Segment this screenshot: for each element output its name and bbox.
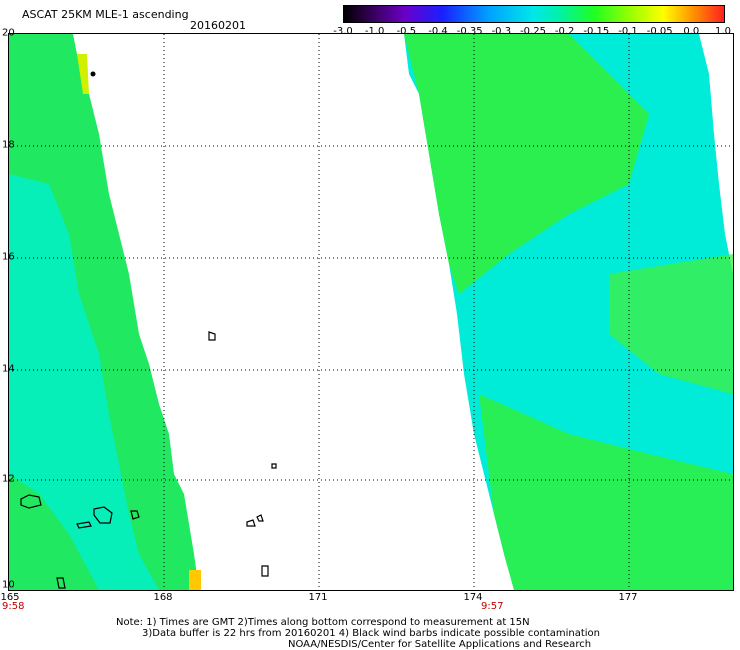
colorbar-tick: -0.4 bbox=[428, 26, 448, 37]
left-swath-yellow-edge bbox=[77, 54, 89, 94]
island-dot bbox=[90, 71, 96, 77]
colorbar-tick: -0.15 bbox=[583, 26, 610, 37]
colorbar-tick: 0.0 bbox=[683, 26, 700, 37]
colorbar-tick: 1.0 bbox=[715, 26, 731, 37]
island-outlines bbox=[20, 331, 277, 589]
note-line-1: Note: 1) Times are GMT 2)Times along bot… bbox=[116, 617, 530, 628]
colorbar-tick: -0.2 bbox=[554, 26, 575, 37]
colorbar-tick: -0.25 bbox=[520, 26, 546, 37]
left-swath-yellow-edge-2 bbox=[189, 570, 201, 590]
note-line-2: 3)Data buffer is 22 hrs from 20160201 4)… bbox=[142, 628, 600, 639]
note-line-3: NOAA/NESDIS/Center for Satellite Applica… bbox=[288, 639, 592, 650]
left-swath-cyan bbox=[9, 174, 159, 590]
time-left: 9:58 bbox=[2, 601, 25, 612]
right-swath-green-3 bbox=[609, 254, 733, 394]
x-tick-177: 177 bbox=[618, 592, 638, 603]
colorbar-tick: -1.0 bbox=[364, 26, 385, 37]
y-tick-14: 14 bbox=[2, 363, 15, 375]
colorbar-tick: -3.0 bbox=[333, 26, 353, 37]
grid bbox=[9, 34, 733, 590]
colorbar-tick: -0.1 bbox=[618, 26, 638, 37]
y-tick-18: 18 bbox=[2, 139, 15, 151]
x-tick-171: 171 bbox=[308, 592, 328, 603]
colorbar-tick: -0.35 bbox=[456, 26, 483, 37]
colorbar-tick: -0.3 bbox=[491, 26, 512, 37]
x-tick-165: 165 bbox=[0, 592, 20, 603]
map-panel bbox=[8, 33, 734, 591]
x-tick-168: 168 bbox=[153, 592, 173, 603]
right-swath-green bbox=[404, 34, 649, 294]
y-tick-10: 10 bbox=[2, 579, 15, 591]
y-tick-20: 20 bbox=[2, 27, 15, 39]
map-svg bbox=[9, 34, 733, 590]
x-tick-174: 174 bbox=[463, 592, 483, 603]
time-right: 9:57 bbox=[481, 601, 504, 612]
product-title: ASCAT 25KM MLE-1 ascending bbox=[22, 8, 189, 21]
colorbar bbox=[343, 5, 725, 23]
right-swath-green-2 bbox=[479, 394, 733, 590]
colorbar-tick: -0.05 bbox=[646, 26, 673, 37]
product-date: 20160201 bbox=[190, 19, 246, 32]
y-tick-12: 12 bbox=[2, 473, 15, 485]
y-tick-16: 16 bbox=[2, 251, 15, 263]
colorbar-tick: -0.5 bbox=[396, 26, 417, 37]
